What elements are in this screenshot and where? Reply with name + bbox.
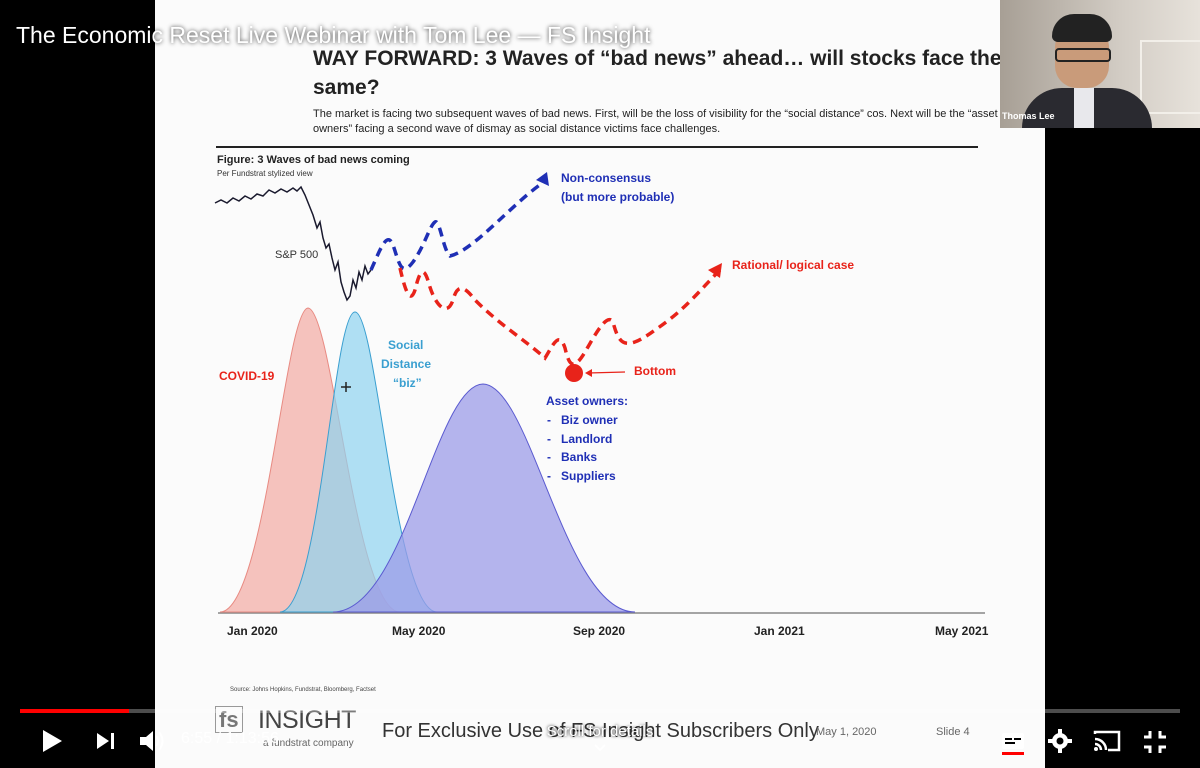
cast-icon[interactable] <box>1092 729 1122 753</box>
scroll-hint[interactable]: Scroll for details <box>546 723 654 740</box>
rational-arrow <box>708 263 722 278</box>
insight-logo: INSIGHT <box>258 706 356 734</box>
webcam-feed: Thomas Lee <box>1000 0 1200 128</box>
label-social-1: Social <box>388 338 424 352</box>
time-display: 6:55 / 1:13:56 <box>181 730 279 747</box>
control-bar <box>0 715 1200 768</box>
label-bottom: Bottom <box>634 364 676 378</box>
exclusive-notice: For Exclusive Use of FS Insight Subscrib… <box>382 720 819 742</box>
label-non-consensus-2: (but more probable) <box>561 190 675 204</box>
play-icon[interactable] <box>40 728 64 754</box>
slide-divider <box>216 146 978 148</box>
figure-subtitle: Per Fundstrat stylized view <box>217 169 313 178</box>
webcam-name-label: Thomas Lee <box>1002 111 1055 121</box>
sp500-line <box>214 185 372 302</box>
slide-description: The market is facing two subsequent wave… <box>313 108 998 135</box>
asset-owners-wave <box>332 383 636 613</box>
duration: 1:13:56 <box>225 730 279 747</box>
asset-item: - Biz owner <box>547 413 618 427</box>
figure-title: Figure: 3 Waves of bad news coming <box>217 154 410 166</box>
bottom-pointer <box>587 371 626 374</box>
slide-date: May 1, 2020 <box>816 726 877 738</box>
current-time: 6:55 <box>181 730 213 747</box>
slide-title: WAY FORWARD: 3 Waves of “bad news” ahead… <box>313 47 1002 99</box>
fs-logo: fs <box>215 706 243 733</box>
non-consensus-arrow <box>536 172 549 186</box>
waves-chart <box>214 172 985 614</box>
label-asset-owners: Asset owners: <box>546 394 629 408</box>
x-tick: May 2020 <box>392 624 446 638</box>
next-icon[interactable] <box>95 731 117 751</box>
asset-item: - Landlord <box>547 432 613 446</box>
chevron-down-icon[interactable] <box>592 743 608 753</box>
bottom-pointer-head <box>585 369 592 377</box>
x-tick: Jan 2021 <box>754 624 805 638</box>
exit-fullscreen-icon[interactable] <box>1142 729 1168 755</box>
label-sp500: S&P 500 <box>275 249 319 261</box>
label-non-consensus: Non-consensus <box>561 171 652 185</box>
captions-icon[interactable] <box>1000 729 1026 755</box>
x-tick: Jan 2020 <box>227 624 278 638</box>
asset-item: - Suppliers <box>547 469 616 483</box>
progress-fill <box>20 709 129 713</box>
asset-item: - Banks <box>547 450 598 464</box>
label-rational: Rational/ logical case <box>732 258 855 272</box>
slide-source: Source: Johns Hopkins, Fundstrat, Bloomb… <box>230 687 376 693</box>
bottom-dot <box>565 364 583 382</box>
label-covid: COVID-19 <box>219 369 275 383</box>
label-social-3: “biz” <box>393 376 422 390</box>
slide-number: Slide 4 <box>936 726 970 738</box>
rational-line <box>398 267 722 366</box>
video-title[interactable]: The Economic Reset Live Webinar with Tom… <box>16 22 651 48</box>
x-tick: Sep 2020 <box>573 624 626 638</box>
presentation-slide: WAY FORWARD: 3 Waves of “bad news” ahead… <box>155 0 1045 768</box>
x-tick: May 2021 <box>935 624 989 638</box>
label-social-2: Distance <box>381 357 432 371</box>
volume-icon[interactable] <box>138 728 166 754</box>
non-consensus-line <box>369 178 548 271</box>
settings-icon[interactable] <box>1047 728 1073 754</box>
logo-subtitle: a fundstrat company <box>263 738 354 749</box>
progress-bar[interactable] <box>20 709 1180 713</box>
